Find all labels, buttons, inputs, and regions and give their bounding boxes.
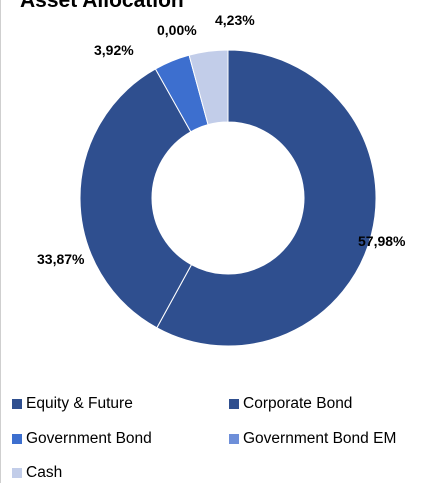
- data-label-government-bond: 3,92%: [94, 42, 134, 58]
- data-label-government-bond-em: 0,00%: [157, 22, 197, 38]
- slices-group: [79, 49, 377, 347]
- slice-equity-future: [156, 49, 377, 347]
- slice-cash: [188, 49, 229, 126]
- data-label-equity-future: 57,98%: [358, 233, 406, 249]
- chart-title: Asset Allocation: [20, 0, 184, 12]
- slice-corporate-bond: [79, 68, 193, 329]
- data-labels-group: 57,98% 33,87% 3,92% 0,00% 4,23%: [37, 12, 406, 267]
- data-label-corporate-bond: 33,87%: [37, 251, 85, 267]
- data-label-cash: 4,23%: [215, 12, 255, 28]
